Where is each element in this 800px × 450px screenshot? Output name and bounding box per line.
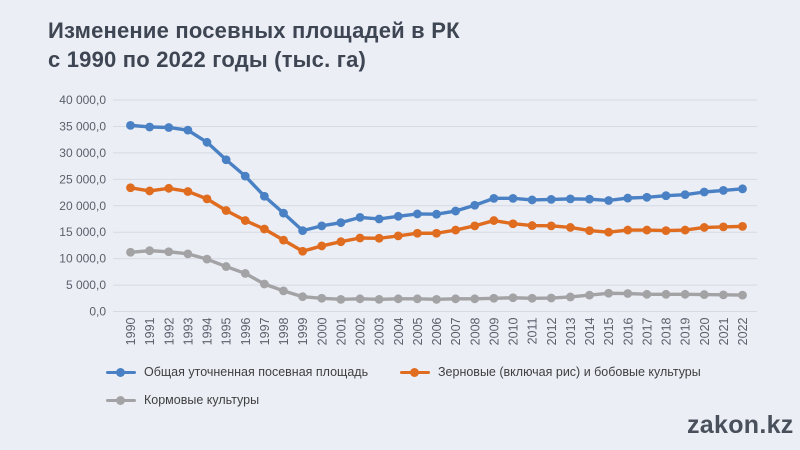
legend-item-fodder-crops: Кормовые культуры (106, 392, 259, 408)
svg-text:1994: 1994 (201, 317, 215, 345)
svg-text:5 000,0: 5 000,0 (66, 278, 106, 292)
svg-text:2018: 2018 (660, 317, 674, 345)
chart-title: Изменение посевных площадей в РК с 1990 … (48, 16, 460, 74)
svg-text:15 000,0: 15 000,0 (59, 225, 106, 239)
svg-text:1998: 1998 (277, 317, 291, 345)
svg-text:2019: 2019 (679, 317, 693, 345)
legend-label: Кормовые культуры (144, 393, 260, 407)
svg-text:2020: 2020 (698, 317, 712, 345)
legend-label: Общая уточненная посевная площадь (144, 365, 369, 379)
legend-marker-dot-gray (116, 395, 125, 405)
svg-text:1993: 1993 (181, 317, 195, 345)
svg-text:0,0: 0,0 (89, 305, 106, 319)
svg-text:25 000,0: 25 000,0 (59, 172, 106, 186)
svg-text:35 000,0: 35 000,0 (59, 119, 106, 133)
svg-text:1991: 1991 (143, 317, 157, 345)
svg-text:2014: 2014 (583, 317, 597, 345)
zakon-kz-logo: zakon.kz (687, 411, 794, 439)
svg-text:2013: 2013 (564, 317, 578, 345)
svg-text:2004: 2004 (392, 317, 406, 345)
svg-text:2021: 2021 (717, 317, 731, 345)
chart-title-line-1: Изменение посевных площадей в РК (48, 18, 460, 43)
svg-text:2017: 2017 (640, 317, 654, 345)
svg-text:20 000,0: 20 000,0 (59, 199, 106, 213)
svg-text:1997: 1997 (258, 317, 272, 345)
svg-text:2011: 2011 (526, 317, 540, 344)
svg-text:1990: 1990 (124, 317, 138, 345)
legend-marker-dot-blue (116, 367, 125, 377)
svg-text:2010: 2010 (507, 317, 521, 345)
svg-text:10 000,0: 10 000,0 (59, 252, 106, 266)
legend-marker-line-blue (106, 367, 136, 377)
svg-text:2003: 2003 (373, 317, 387, 345)
legend-label: Зерновые (включая рис) и бобовые культур… (438, 365, 701, 379)
svg-text:2005: 2005 (411, 317, 425, 345)
legend-marker-line-orange (400, 367, 430, 377)
svg-text:1992: 1992 (162, 317, 176, 345)
svg-text:2006: 2006 (430, 317, 444, 345)
svg-text:2015: 2015 (602, 317, 616, 345)
svg-text:2022: 2022 (736, 317, 750, 345)
svg-text:30 000,0: 30 000,0 (59, 146, 106, 160)
svg-text:1996: 1996 (239, 317, 253, 345)
svg-text:2007: 2007 (449, 317, 463, 345)
svg-text:2009: 2009 (487, 317, 501, 345)
chart-title-line-2: с 1990 по 2022 годы (тыс. га) (48, 47, 367, 72)
svg-text:1999: 1999 (296, 317, 310, 345)
svg-text:2001: 2001 (334, 317, 348, 345)
svg-text:2016: 2016 (621, 317, 635, 345)
svg-text:40 000,0: 40 000,0 (59, 93, 106, 107)
svg-text:2000: 2000 (315, 317, 329, 345)
legend-item-grain-crops: Зерновые (включая рис) и бобовые культур… (400, 364, 701, 380)
svg-text:2012: 2012 (545, 317, 559, 345)
svg-text:2008: 2008 (468, 317, 482, 345)
svg-text:2002: 2002 (354, 317, 368, 345)
svg-text:1995: 1995 (220, 317, 234, 345)
legend-marker-dot-orange (410, 367, 419, 377)
legend-item-total-sown-area: Общая уточненная посевная площадь (106, 364, 368, 380)
legend-marker-line-gray (106, 395, 136, 405)
